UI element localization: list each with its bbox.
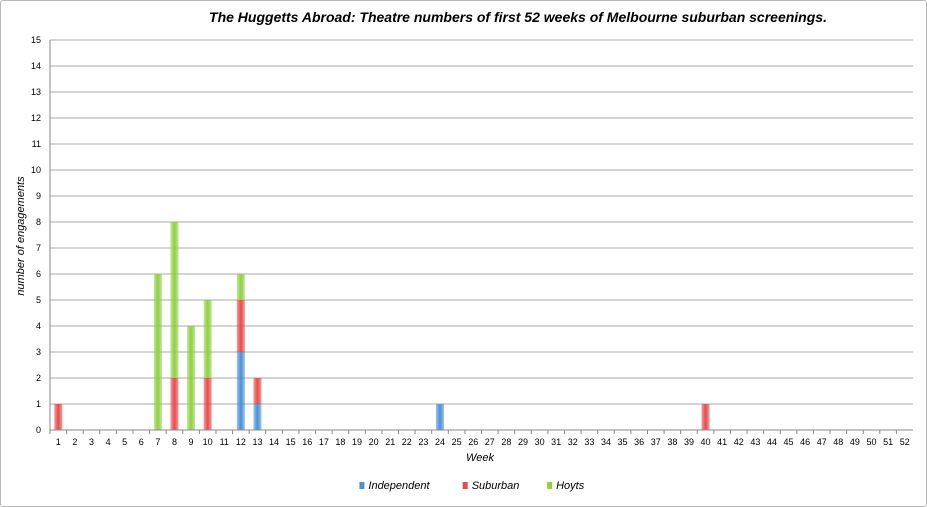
x-tick-label: 5	[122, 437, 127, 447]
x-tick-label: 39	[684, 437, 694, 447]
y-tick-label: 13	[31, 87, 41, 97]
bar-suburban-week-1	[54, 404, 63, 430]
y-tick-label: 4	[36, 321, 41, 331]
x-tick-label: 16	[302, 437, 312, 447]
x-tick-label: 9	[189, 437, 194, 447]
x-tick-label: 43	[750, 437, 760, 447]
bar-suburban-week-12	[236, 300, 245, 352]
x-tick-label: 44	[767, 437, 777, 447]
bar-independent-week-24	[436, 404, 445, 430]
x-tick-label: 6	[139, 437, 144, 447]
x-tick-label: 13	[252, 437, 262, 447]
x-tick-label: 30	[535, 437, 545, 447]
legend-label-hoyts: Hoyts	[556, 480, 585, 492]
x-tick-label: 21	[385, 437, 395, 447]
x-tick-label: 52	[900, 437, 910, 447]
x-axis-label: Week	[466, 452, 494, 464]
x-tick-label: 22	[402, 437, 412, 447]
y-tick-label: 8	[36, 217, 41, 227]
x-tick-label: 31	[551, 437, 561, 447]
x-tick-label: 26	[468, 437, 478, 447]
bar-hoyts-week-12	[236, 274, 245, 300]
x-tick-label: 19	[352, 437, 362, 447]
x-tick-label: 47	[817, 437, 827, 447]
x-tick-label: 15	[286, 437, 296, 447]
x-tick-label: 25	[452, 437, 462, 447]
x-tick-label: 14	[269, 437, 279, 447]
x-tick-label: 10	[203, 437, 213, 447]
x-tick-label: 32	[568, 437, 578, 447]
x-tick-label: 41	[717, 437, 727, 447]
x-tick-label: 33	[584, 437, 594, 447]
x-tick-label: 28	[501, 437, 511, 447]
chart-title: The Huggetts Abroad: Theatre numbers of …	[209, 9, 827, 25]
grid-layer	[50, 39, 913, 431]
x-tick-label: 29	[518, 437, 528, 447]
x-tick-label: 4	[106, 437, 111, 447]
x-tick-label: 1	[56, 437, 61, 447]
x-tick-label: 18	[335, 437, 345, 447]
x-tick-label: 24	[435, 437, 445, 447]
x-tick-label: 45	[784, 437, 794, 447]
bars-layer	[54, 222, 710, 430]
x-tick-label: 36	[634, 437, 644, 447]
bar-suburban-week-10	[203, 378, 212, 430]
x-tick-label: 37	[651, 437, 661, 447]
legend-label-suburban: Suburban	[472, 480, 520, 492]
bar-suburban-week-40	[701, 404, 710, 430]
bar-suburban-week-13	[253, 378, 262, 404]
y-tick-label: 0	[36, 425, 41, 435]
y-tick-label: 14	[31, 61, 41, 71]
x-tick-label: 48	[833, 437, 843, 447]
x-tick-label: 20	[369, 437, 379, 447]
x-tick-label: 42	[734, 437, 744, 447]
y-tick-label: 5	[36, 295, 41, 305]
legend-swatch-independent	[359, 482, 365, 489]
x-tick-label: 34	[601, 437, 611, 447]
y-tick-label: 11	[32, 139, 41, 149]
x-tick-label: 23	[418, 437, 428, 447]
x-tick-label: 27	[485, 437, 495, 447]
legend-swatch-hoyts	[547, 482, 553, 489]
x-tick-label: 38	[667, 437, 677, 447]
y-tick-label: 9	[36, 191, 41, 201]
bar-independent-week-13	[253, 404, 262, 430]
y-tick-label: 6	[36, 269, 41, 279]
x-tick-label: 49	[850, 437, 860, 447]
x-tick-label: 46	[800, 437, 810, 447]
x-tick-label: 12	[236, 437, 246, 447]
y-tick-label: 3	[36, 347, 41, 357]
x-tick-label: 40	[701, 437, 711, 447]
x-tick-label: 11	[220, 437, 229, 447]
x-tick-label: 3	[89, 437, 94, 447]
y-tick-label: 2	[36, 373, 41, 383]
bar-hoyts-week-8	[170, 222, 179, 378]
bar-hoyts-week-10	[203, 300, 212, 378]
x-tick-label: 2	[72, 437, 77, 447]
x-tick-label: 7	[155, 437, 160, 447]
bar-independent-week-12	[236, 352, 245, 430]
bar-hoyts-week-9	[187, 326, 196, 430]
x-tick-label: 8	[172, 437, 177, 447]
y-tick-label: 15	[31, 35, 41, 45]
bar-suburban-week-8	[170, 378, 179, 430]
y-tick-label: 10	[31, 165, 41, 175]
y-tick-label: 1	[36, 399, 41, 409]
legend-swatch-suburban	[462, 482, 468, 489]
x-tick-label: 50	[867, 437, 877, 447]
x-tick-label: 17	[319, 437, 329, 447]
x-tick-label: 51	[883, 437, 893, 447]
y-tick-label: 7	[36, 243, 41, 253]
legend: Independent Suburban Hoyts	[359, 480, 585, 492]
bar-hoyts-week-7	[153, 274, 162, 430]
x-tick-label: 35	[618, 437, 628, 447]
legend-label-independent: Independent	[368, 480, 430, 492]
y-axis-label: number of engagements	[15, 176, 27, 296]
y-tick-label: 12	[31, 113, 41, 123]
